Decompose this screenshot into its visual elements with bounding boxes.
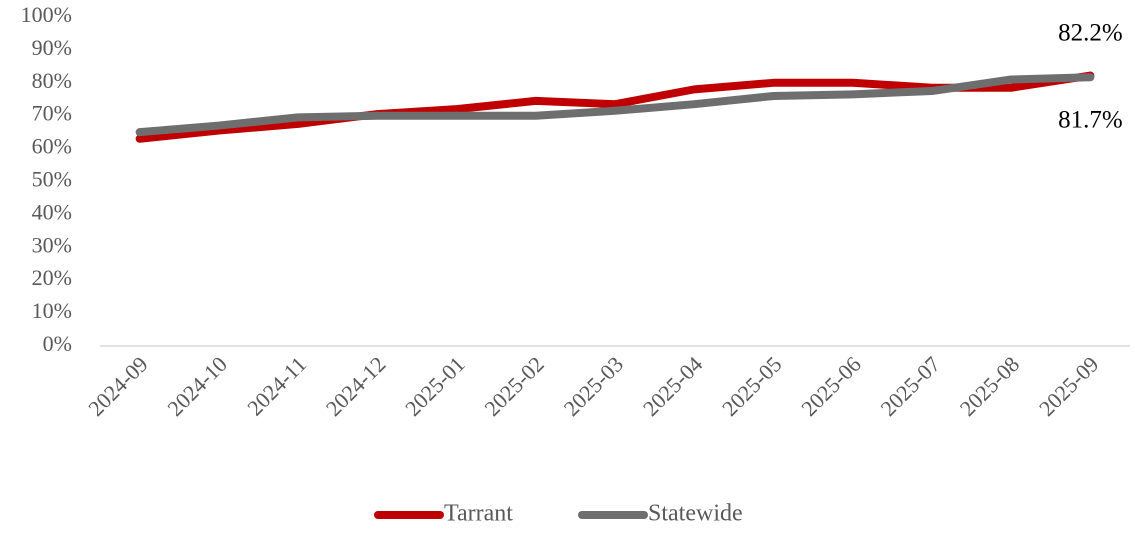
- x-tick-label: 2025-09: [1034, 351, 1104, 421]
- y-tick-label: 100%: [21, 2, 72, 27]
- data-label: 82.2%: [1058, 20, 1123, 47]
- legend-label: Statewide: [648, 501, 743, 527]
- x-tick-label: 2025-03: [559, 351, 629, 421]
- y-tick-label: 20%: [32, 265, 72, 290]
- y-tick-label: 70%: [32, 101, 72, 126]
- y-tick-label: 10%: [32, 298, 72, 323]
- y-tick-label: 90%: [32, 35, 72, 60]
- x-tick-label: 2025-01: [400, 351, 470, 421]
- x-tick-label: 2025-08: [955, 351, 1025, 421]
- y-tick-label: 0%: [43, 331, 72, 356]
- x-tick-label: 2024-11: [242, 351, 311, 420]
- y-tick-label: 50%: [32, 167, 72, 192]
- x-tick-label: 2024-12: [321, 351, 391, 421]
- y-tick-label: 80%: [32, 68, 72, 93]
- series-line: [135, 73, 1095, 137]
- y-tick-label: 30%: [32, 232, 72, 257]
- legend-label: Tarrant: [444, 501, 513, 527]
- x-tick-label: 2025-06: [796, 351, 866, 421]
- y-tick-label: 60%: [32, 134, 72, 159]
- y-tick-label: 40%: [32, 199, 72, 224]
- x-tick-label: 2024-09: [83, 351, 153, 421]
- x-tick-label: 2024-10: [162, 351, 232, 421]
- x-tick-label: 2025-05: [717, 351, 787, 421]
- x-tick-label: 2025-07: [875, 351, 945, 421]
- x-tick-label: 2025-02: [479, 351, 549, 421]
- data-label: 81.7%: [1058, 107, 1123, 134]
- x-tick-label: 2025-04: [638, 351, 708, 421]
